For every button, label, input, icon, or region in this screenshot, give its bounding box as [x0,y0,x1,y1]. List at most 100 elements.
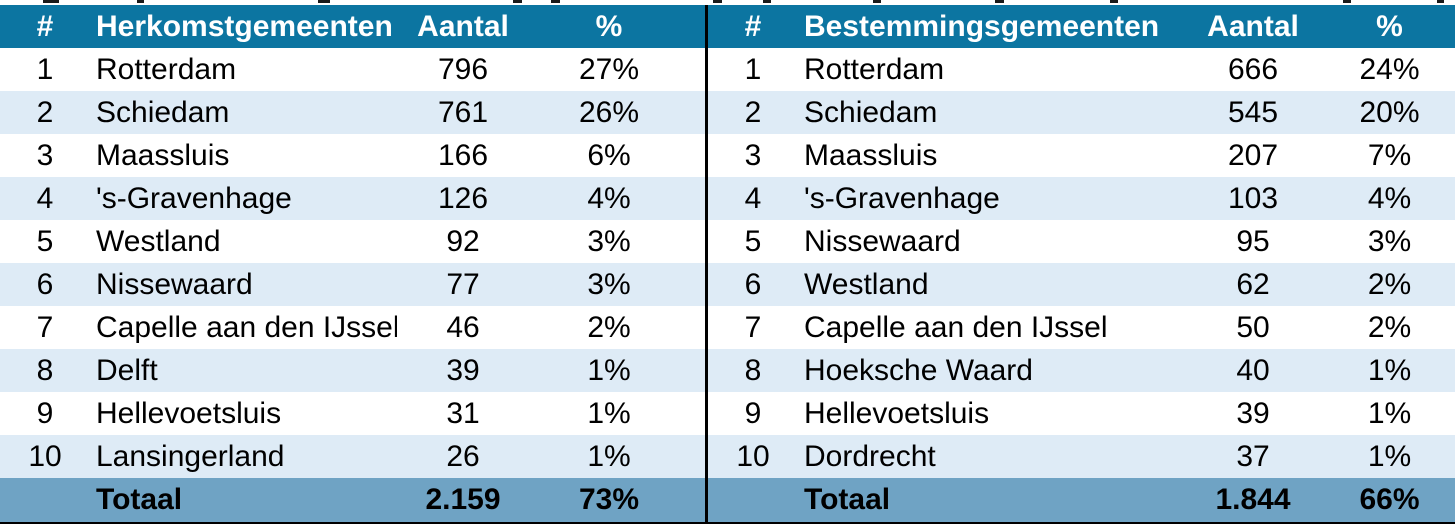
municipality-cell: Hoeksche Waard [798,349,1188,392]
percent-cell: 2% [529,306,705,349]
rank-cell: 8 [708,349,798,392]
rank-cell: 4 [0,177,90,220]
percent-cell: 3% [529,220,705,263]
column-header-municipality: Herkomstgemeenten [90,5,397,48]
percent-cell: 4% [529,177,705,220]
rank-cell [708,478,798,522]
table-row: 2 Schiedam 545 20% [708,91,1455,134]
municipality-cell: Rotterdam [90,48,397,91]
total-label-cell: Totaal [90,478,397,522]
text-fragment [995,0,1004,3]
percent-cell: 4% [1318,177,1455,220]
table-row: 9 Hellevoetsluis 31 1% [0,392,705,435]
column-header-percent: % [529,5,705,48]
rank-cell: 9 [0,392,90,435]
column-header-rank: # [708,5,798,48]
aantal-cell: 126 [397,177,529,220]
destination-table: # Bestemmingsgemeenten Aantal% 1 Rotterdam 66… [708,5,1455,522]
aantal-cell: 37 [1188,435,1318,478]
text-fragment [1437,0,1444,3]
municipality-cell: Westland [798,263,1188,306]
column-header-percent: % [1318,5,1455,48]
aantal-cell: 50 [1188,306,1318,349]
municipality-cell: Hellevoetsluis [798,392,1188,435]
table-row: 5 Westland 92 3% [0,220,705,263]
aantal-cell: 207 [1188,134,1318,177]
municipality-cell: Nissewaard [798,220,1188,263]
table-row: 2 Schiedam 761 26% [0,91,705,134]
header-row: # Bestemmingsgemeenten Aantal% [708,5,1455,48]
rank-cell: 10 [708,435,798,478]
table-row: 5 Nissewaard 95 3% [708,220,1455,263]
percent-cell: 7% [1318,134,1455,177]
municipality-cell: 's-Gravenhage [90,177,397,220]
municipality-cell: Delft [90,349,397,392]
percent-cell: 1% [529,349,705,392]
column-header-rank: # [0,5,90,48]
municipality-cell: Capelle aan den IJssel [90,306,397,349]
text-fragment [873,0,881,3]
rank-cell: 5 [0,220,90,263]
table-row: 6 Westland 62 2% [708,263,1455,306]
rank-cell: 2 [0,91,90,134]
rank-cell: 5 [708,220,798,263]
aantal-cell: 92 [397,220,529,263]
rank-cell: 6 [0,263,90,306]
text-fragment [137,0,144,3]
text-fragment [1110,0,1118,3]
municipality-cell: Dordrecht [798,435,1188,478]
municipality-cell: Westland [90,220,397,263]
table-row: 3 Maassluis 207 7% [708,134,1455,177]
text-fragment [713,0,722,3]
table-row: 1 Rotterdam 796 27% [0,48,705,91]
table-row: 7 Capelle aan den IJssel 50 2% [708,306,1455,349]
municipality-cell: Rotterdam [798,48,1188,91]
municipality-cell: Capelle aan den IJssel [798,306,1188,349]
table-row: 1 Rotterdam 666 24% [708,48,1455,91]
column-header-aantal: Aantal [1188,5,1318,48]
aantal-cell: 666 [1188,48,1318,91]
percent-cell: 6% [529,134,705,177]
tables-container: # Herkomstgemeenten Aantal% 1 Rotterdam 796 27… [0,5,1455,524]
rank-cell: 10 [0,435,90,478]
table-divider [705,5,708,522]
total-label-cell: Totaal [798,478,1188,522]
aantal-cell: 40 [1188,349,1318,392]
table-row: 10 Lansingerland 26 1% [0,435,705,478]
text-fragment [763,0,771,3]
municipality-cell: 's-Gravenhage [798,177,1188,220]
text-fragment [318,0,330,3]
aantal-cell: 39 [1188,392,1318,435]
rank-cell: 1 [708,48,798,91]
rank-cell: 9 [708,392,798,435]
rank-cell [0,478,90,522]
aantal-cell: 796 [397,48,529,91]
percent-cell: 1% [529,435,705,478]
table-row: 4's-Gravenhage 126 4% [0,177,705,220]
text-fragment [513,0,522,3]
aantal-cell: 62 [1188,263,1318,306]
percent-cell: 2% [1318,306,1455,349]
percent-cell: 2% [1318,263,1455,306]
percent-cell: 66% [1318,478,1455,522]
aantal-cell: 95 [1188,220,1318,263]
municipality-cell: Lansingerland [90,435,397,478]
percent-cell: 1% [1318,349,1455,392]
municipality-cell: Schiedam [798,91,1188,134]
percent-cell: 26% [529,91,705,134]
rank-cell: 2 [708,91,798,134]
total-row: Totaal 1.844 66% [708,478,1455,522]
percent-cell: 73% [529,478,705,522]
text-fragment [551,0,560,3]
rank-cell: 6 [708,263,798,306]
rank-cell: 8 [0,349,90,392]
percent-cell: 1% [1318,435,1455,478]
table-row: 3 Maassluis 166 6% [0,134,705,177]
rank-cell: 3 [0,134,90,177]
table-row: 4's-Gravenhage 103 4% [708,177,1455,220]
municipality-cell: Schiedam [90,91,397,134]
rank-cell: 7 [0,306,90,349]
percent-cell: 24% [1318,48,1455,91]
header-row: # Herkomstgemeenten Aantal% [0,5,705,48]
rank-cell: 7 [708,306,798,349]
